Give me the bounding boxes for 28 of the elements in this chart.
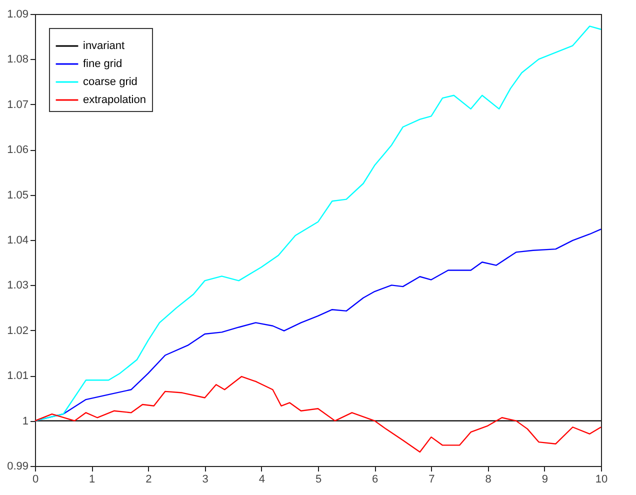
y-tick-label: 1.04	[7, 234, 28, 246]
x-tick-label: 6	[372, 474, 378, 486]
legend-label: invariant	[83, 40, 125, 52]
y-tick-label: 1.09	[7, 8, 28, 20]
y-tick-label: 1.06	[7, 144, 28, 156]
y-tick-label: 1.05	[7, 189, 28, 202]
x-tick-label: 7	[428, 474, 435, 486]
y-tick-label: 1	[22, 415, 28, 428]
x-tick-label: 5	[315, 474, 322, 486]
x-tick-label: 9	[542, 474, 548, 486]
line-series	[34, 26, 602, 422]
legend-label: fine grid	[83, 58, 122, 70]
x-tick-label: 1	[89, 474, 96, 486]
y-tick-label: 1.02	[7, 324, 28, 337]
x-tick-label: 8	[485, 474, 492, 486]
x-tick-label: 3	[202, 474, 208, 486]
legend-label: coarse grid	[83, 76, 138, 88]
x-tick-label: 2	[146, 474, 152, 486]
x-tick-label: 4	[258, 474, 265, 486]
y-tick-label: 1.01	[7, 370, 28, 382]
y-tick-label: 1.08	[7, 54, 28, 66]
line-series	[34, 376, 602, 453]
y-tick-label: 0.99	[7, 460, 28, 472]
x-tick-label: 10	[595, 474, 608, 486]
legend-label: extrapolation	[83, 94, 146, 106]
x-tick-label: 0	[32, 474, 39, 486]
y-tick-label: 1.03	[7, 280, 28, 292]
y-tick-label: 1.07	[7, 98, 28, 111]
